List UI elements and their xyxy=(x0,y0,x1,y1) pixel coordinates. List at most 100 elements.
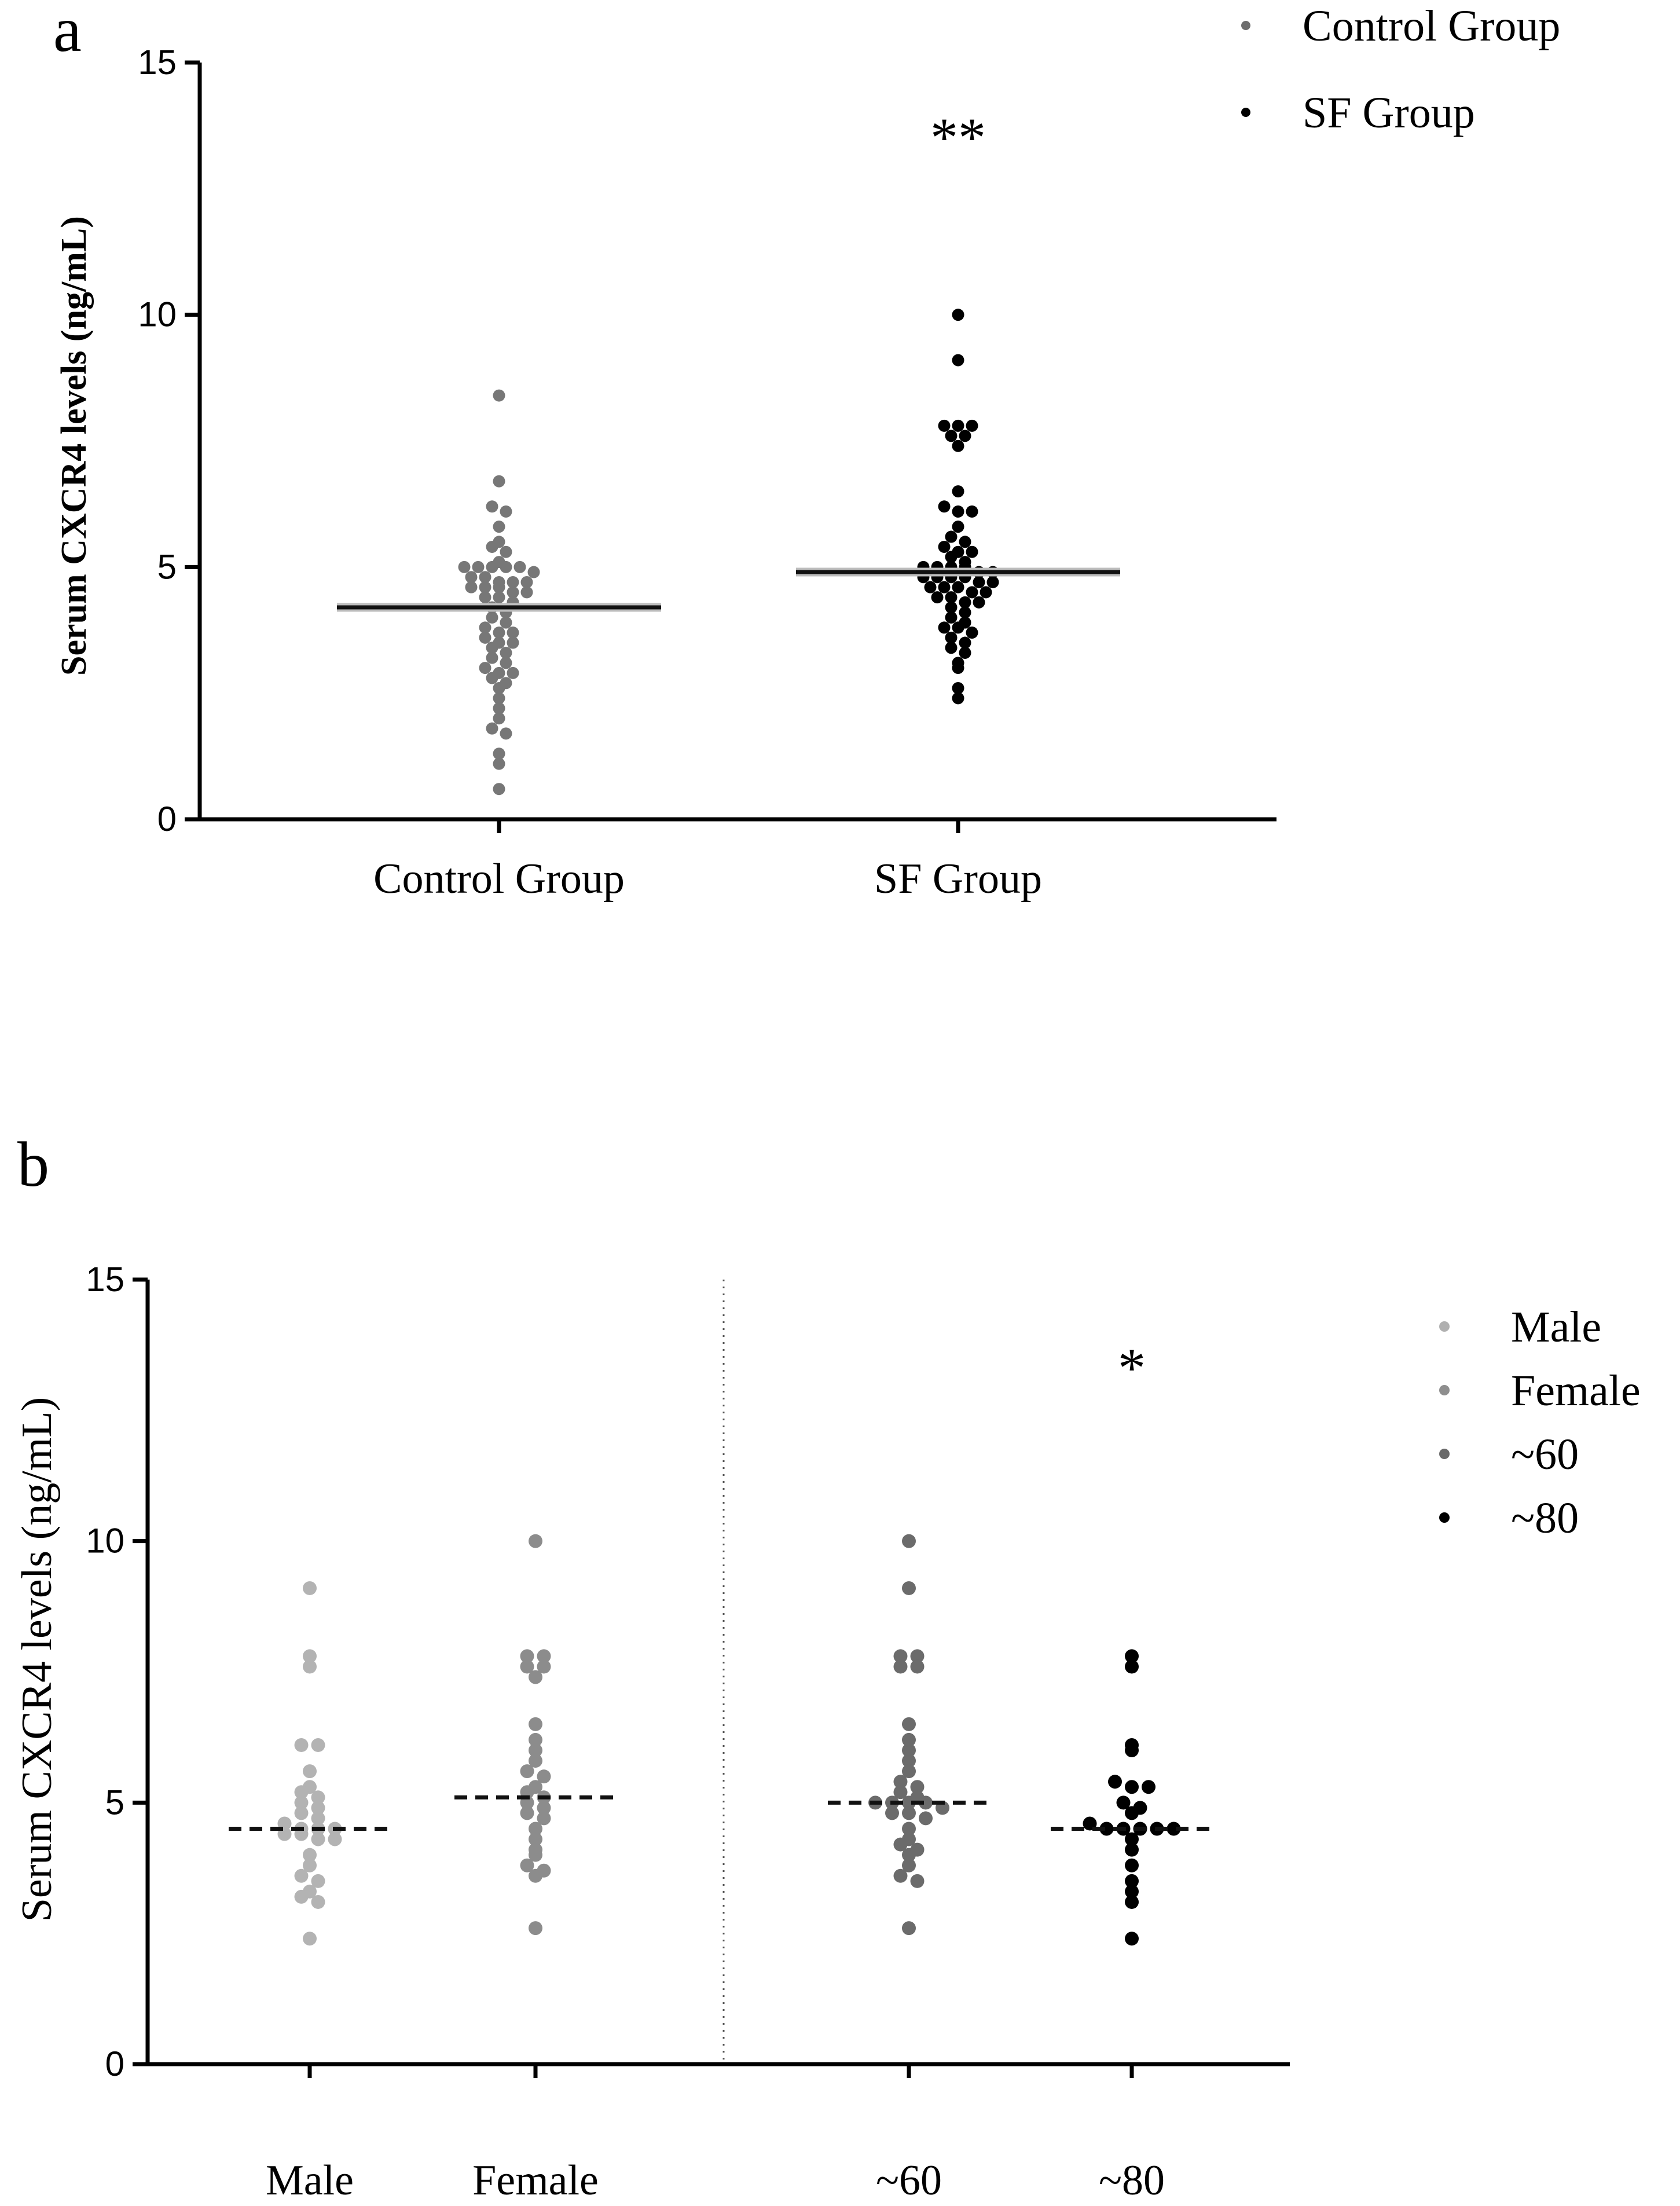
data-point xyxy=(919,1811,933,1826)
panel-b-significance-marker: * xyxy=(1118,1337,1146,1399)
data-point xyxy=(513,560,526,573)
data-point xyxy=(945,631,958,644)
data-point xyxy=(966,586,978,599)
data-point xyxy=(493,757,505,770)
data-point xyxy=(472,560,485,573)
data-point xyxy=(486,672,498,684)
data-point xyxy=(980,586,992,599)
data-point xyxy=(885,1806,899,1820)
legend-marker xyxy=(1439,1385,1450,1395)
x-category-label: ~80 xyxy=(1099,2157,1165,2204)
panel-b-points xyxy=(277,1534,1181,1946)
data-point xyxy=(328,1832,342,1846)
data-point xyxy=(294,1806,309,1820)
data-point xyxy=(1125,1894,1139,1909)
y-tick-label: 10 xyxy=(86,1522,124,1560)
x-category-label: SF Group xyxy=(874,855,1042,903)
data-point xyxy=(294,1795,309,1810)
data-point xyxy=(973,576,985,588)
data-point xyxy=(458,560,471,573)
panel-b-label: b xyxy=(17,1129,49,1200)
data-point xyxy=(938,581,951,593)
data-point xyxy=(1167,1822,1181,1836)
data-point xyxy=(902,1921,916,1936)
data-point xyxy=(303,1649,317,1663)
data-point xyxy=(479,631,491,644)
panel-b-y-ticks: 0 5 10 15 xyxy=(86,1260,148,2083)
panel-a-y-ticks: 0 5 10 15 xyxy=(138,43,200,838)
data-point xyxy=(1108,1775,1122,1789)
legend-marker xyxy=(1439,1321,1450,1332)
data-point xyxy=(902,1806,916,1820)
y-tick-label: 0 xyxy=(105,2044,124,2083)
data-point xyxy=(493,681,505,694)
legend-label: Male xyxy=(1511,1303,1601,1351)
data-point xyxy=(493,556,505,569)
data-point xyxy=(303,1581,317,1595)
data-point xyxy=(902,1534,916,1548)
y-tick-label: 15 xyxy=(138,43,177,82)
data-point xyxy=(311,1832,325,1846)
data-point xyxy=(966,505,978,518)
data-point xyxy=(952,692,964,705)
data-point xyxy=(893,1659,908,1674)
data-point xyxy=(1125,1649,1139,1663)
data-point xyxy=(952,419,964,432)
data-point xyxy=(959,596,971,609)
data-point xyxy=(303,1764,317,1779)
data-point xyxy=(910,1874,925,1888)
panel-a-x-categories: Control Group SF Group xyxy=(373,819,1042,903)
data-point xyxy=(529,1842,542,1857)
legend-marker xyxy=(1241,108,1250,117)
data-point xyxy=(1116,1795,1131,1810)
x-category-label: Male xyxy=(266,2157,354,2204)
panel-b-mean-lines xyxy=(229,1795,1213,1831)
y-tick-label: 10 xyxy=(138,295,177,334)
data-point xyxy=(893,1775,908,1789)
data-point xyxy=(952,657,964,669)
data-point xyxy=(507,636,519,649)
legend-label: ~80 xyxy=(1511,1494,1579,1542)
legend-label: Control Group xyxy=(1303,2,1560,50)
data-point xyxy=(537,1649,551,1663)
data-point xyxy=(500,545,512,558)
data-point xyxy=(1125,1842,1139,1857)
data-point xyxy=(303,1659,317,1674)
data-point xyxy=(931,591,944,604)
data-point xyxy=(945,601,958,614)
data-point xyxy=(893,1649,908,1663)
data-point xyxy=(1125,1780,1139,1794)
data-point xyxy=(311,1894,325,1909)
data-point xyxy=(959,556,971,569)
data-point xyxy=(479,581,491,593)
data-point xyxy=(1125,1659,1139,1674)
data-point xyxy=(294,1868,309,1883)
data-point xyxy=(520,1659,534,1674)
data-point xyxy=(479,662,491,675)
data-point xyxy=(529,1732,542,1747)
data-point xyxy=(529,1921,542,1936)
data-point xyxy=(486,611,498,624)
legend-label: ~60 xyxy=(1511,1430,1579,1479)
data-point xyxy=(294,1889,309,1904)
data-point xyxy=(537,1811,551,1826)
data-point xyxy=(959,636,971,649)
data-point xyxy=(1125,1932,1139,1946)
data-point xyxy=(938,419,951,432)
data-point xyxy=(973,596,985,609)
data-point xyxy=(507,576,519,588)
data-point xyxy=(952,354,964,367)
data-point xyxy=(500,616,512,629)
data-point xyxy=(945,611,958,624)
data-point xyxy=(1125,1858,1139,1872)
data-point xyxy=(529,1534,542,1548)
data-point xyxy=(1099,1822,1114,1836)
x-category-label: Female xyxy=(472,2157,599,2204)
data-point xyxy=(529,1717,542,1731)
data-point xyxy=(529,1754,542,1768)
data-point xyxy=(493,581,505,593)
data-point xyxy=(493,692,505,705)
data-point xyxy=(311,1801,325,1815)
data-point xyxy=(945,430,958,442)
